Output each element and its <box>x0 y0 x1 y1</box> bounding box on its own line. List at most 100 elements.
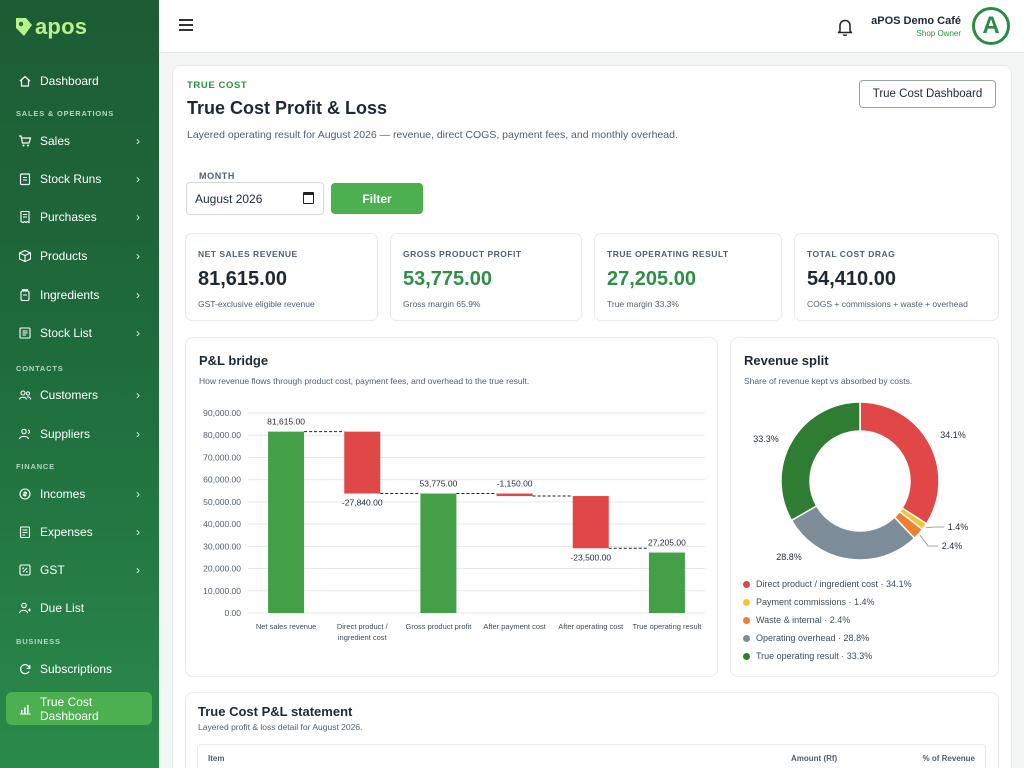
y-tick-label: 50,000.00 <box>203 497 241 507</box>
users-icon <box>18 388 32 402</box>
month-field[interactable]: August 2026 <box>186 182 324 215</box>
x-tick-label: Direct product / <box>337 622 389 631</box>
sidebar-item-ingredients[interactable]: Ingredients › <box>6 279 152 311</box>
waterfall-bar <box>420 493 457 613</box>
pl-bridge-subtitle: How revenue flows through product cost, … <box>199 376 530 386</box>
stat-card-true-operating-result: TRUE OPERATING RESULT 27,205.00 True mar… <box>594 233 782 321</box>
pl-bridge-chart: 0.00 10,000.00 20,000.00 30,000.00 40,000.00… <box>203 408 705 642</box>
sidebar-item-true-cost-dashboard[interactable]: True Cost Dashboard <box>6 692 152 725</box>
coin-icon <box>18 487 32 501</box>
sidebar: apos Dashboard SALES & OPERATIONS Sales … <box>0 0 159 768</box>
sidebar-item-dashboard[interactable]: Dashboard <box>6 65 152 97</box>
sidebar-item-label: Suppliers <box>40 427 91 441</box>
stat-value: 54,410.00 <box>807 268 896 290</box>
nav-section-finance: FINANCE <box>16 462 55 471</box>
sidebar-item-subscriptions[interactable]: Subscriptions <box>6 653 152 685</box>
app-logo[interactable]: apos <box>14 12 87 42</box>
sidebar-item-expenses[interactable]: Expenses › <box>6 516 152 548</box>
sidebar-item-stock-list[interactable]: Stock List › <box>6 317 152 349</box>
sidebar-item-label: Ingredients <box>40 288 100 302</box>
true-cost-dashboard-button[interactable]: True Cost Dashboard <box>859 80 996 108</box>
statement-table-header: Item Amount (Rf) % of Revenue <box>197 744 986 768</box>
stat-label: NET SALES REVENUE <box>198 249 298 259</box>
logo-text: apos <box>35 14 88 39</box>
refresh-icon <box>18 662 32 676</box>
waterfall-bar <box>572 496 609 549</box>
due-icon <box>18 601 32 615</box>
notification-bell-icon[interactable] <box>835 16 855 38</box>
sidebar-item-label: Stock Runs <box>40 172 102 186</box>
menu-toggle-icon[interactable] <box>179 19 193 31</box>
jar-icon <box>18 288 32 302</box>
percent-label: 28.8% <box>776 552 802 562</box>
legend-swatch <box>743 652 750 660</box>
waterfall-bar <box>268 431 305 613</box>
x-tick-label: After payment cost <box>483 622 546 631</box>
sidebar-item-due-list[interactable]: Due List <box>6 592 152 624</box>
sidebar-item-label: Sales <box>40 134 71 148</box>
column-header-percent: % of Revenue <box>922 754 975 763</box>
legend-item-payment-commissions: Payment commissions · 1.4% <box>743 595 875 609</box>
y-tick-label: 0.00 <box>224 608 241 618</box>
list-icon <box>18 326 32 340</box>
chart-icon <box>18 702 32 716</box>
stat-note: COGS + commissions + waste + overhead <box>807 299 968 309</box>
user-name: aPOS Demo Café <box>871 15 961 27</box>
logo-mark-icon <box>16 18 32 36</box>
month-value: August 2026 <box>195 191 263 206</box>
avatar[interactable]: A <box>972 7 1010 45</box>
y-tick-label: 40,000.00 <box>203 519 241 529</box>
y-tick-label: 70,000.00 <box>203 452 241 462</box>
donut-slice <box>859 401 940 525</box>
waterfall-bar <box>496 493 533 497</box>
nav-section-contacts: CONTACTS <box>16 364 64 373</box>
x-tick-label: True operating result <box>632 622 702 631</box>
y-tick-label: 20,000.00 <box>203 564 241 574</box>
y-tick-label: 10,000.00 <box>203 586 241 596</box>
sidebar-item-incomes[interactable]: Incomes › <box>6 478 152 510</box>
revenue-split-panel <box>730 337 999 677</box>
filter-button[interactable]: Filter <box>331 183 423 214</box>
sidebar-item-purchases[interactable]: Purchases › <box>6 201 152 233</box>
data-label: -23,500.00 <box>570 552 611 562</box>
sidebar-item-stock-runs[interactable]: Stock Runs › <box>6 163 152 195</box>
people-icon <box>18 427 32 441</box>
x-tick-label: Gross product profit <box>405 622 472 631</box>
calendar-icon[interactable] <box>303 192 314 204</box>
waterfall-bar <box>344 431 381 494</box>
chevron-right-icon: › <box>136 427 140 441</box>
data-label: -1,150.00 <box>497 479 533 489</box>
sidebar-item-suppliers[interactable]: Suppliers › <box>6 418 152 450</box>
sidebar-item-label: Products <box>40 249 88 263</box>
chevron-right-icon: › <box>136 388 140 402</box>
nav-section-business: BUSINESS <box>16 637 61 646</box>
stat-card-gross-profit: GROSS PRODUCT PROFIT 53,775.00 Gross mar… <box>390 233 582 321</box>
x-tick-label: Net sales revenue <box>256 622 316 631</box>
sidebar-item-label: Stock List <box>40 326 93 340</box>
chevron-right-icon: › <box>136 210 140 224</box>
chevron-right-icon: › <box>136 487 140 501</box>
stat-value: 81,615.00 <box>198 268 287 290</box>
legend-label: Waste & internal · 2.4% <box>756 615 851 625</box>
legend-swatch <box>743 634 750 642</box>
sidebar-item-gst[interactable]: GST › <box>6 554 152 586</box>
sidebar-item-label: Due List <box>40 601 85 615</box>
expense-icon <box>18 525 32 539</box>
sidebar-item-products[interactable]: Products › <box>6 240 152 272</box>
legend-item-true-operating-result: True operating result · 33.3% <box>743 649 872 663</box>
sidebar-item-customers[interactable]: Customers › <box>6 379 152 411</box>
sidebar-item-sales[interactable]: Sales › <box>6 125 152 157</box>
sidebar-item-label: Customers <box>40 388 99 402</box>
page-subtitle: Layered operating result for August 2026… <box>187 129 678 141</box>
column-header-item: Item <box>208 754 225 763</box>
chevron-right-icon: › <box>136 563 140 577</box>
legend-label: Payment commissions · 1.4% <box>756 597 875 607</box>
sidebar-item-label: Expenses <box>40 525 93 539</box>
chevron-right-icon: › <box>136 288 140 302</box>
y-tick-label: 90,000.00 <box>203 408 241 418</box>
stat-label: GROSS PRODUCT PROFIT <box>403 249 522 259</box>
page-eyebrow: TRUE COST <box>187 80 248 91</box>
stat-card-net-sales: NET SALES REVENUE 81,615.00 GST-exclusiv… <box>185 233 378 321</box>
statement-subtitle: Layered profit & loss detail for August … <box>198 722 363 732</box>
stat-label: TOTAL COST DRAG <box>807 249 896 259</box>
